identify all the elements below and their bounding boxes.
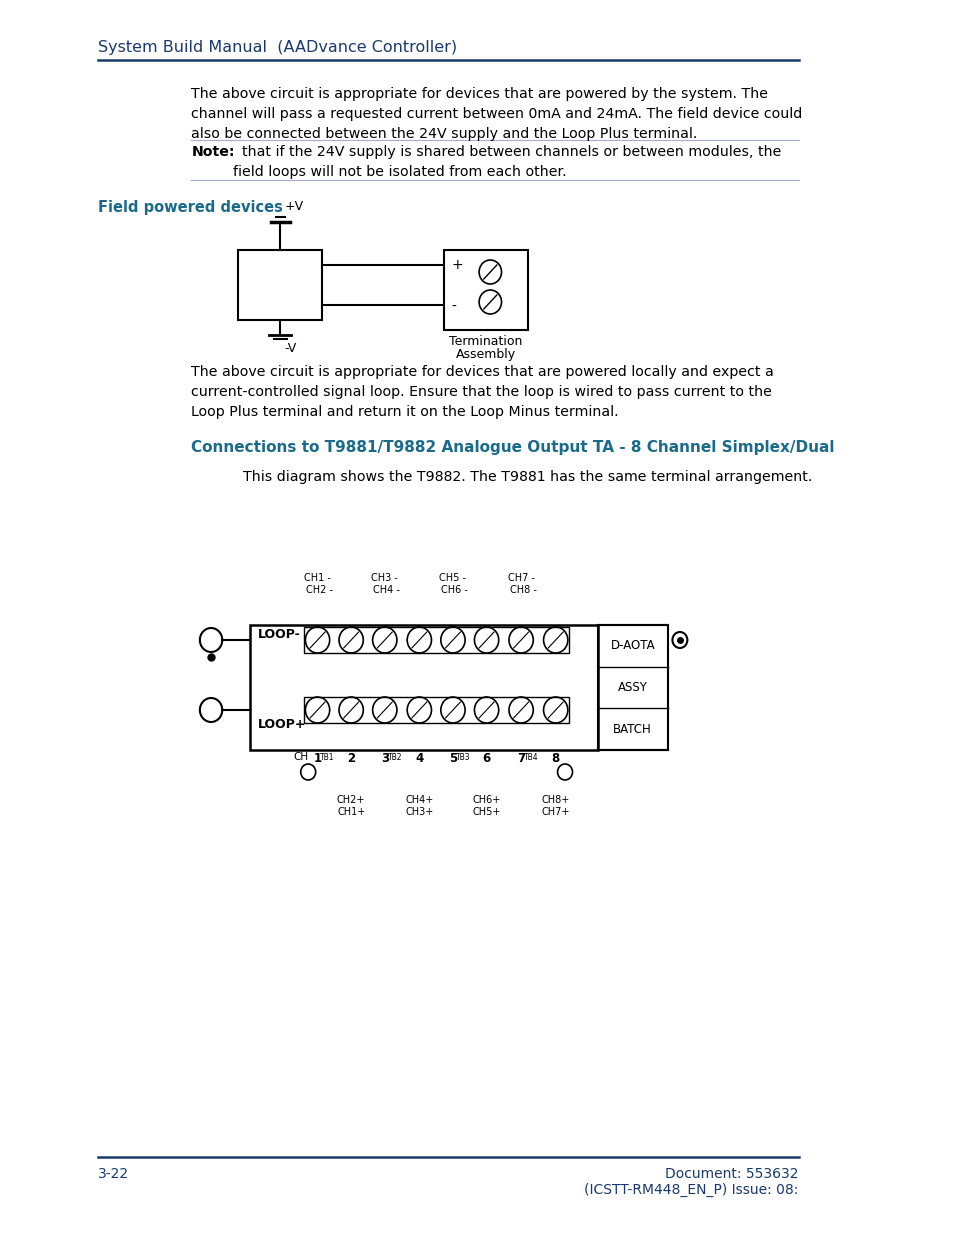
Text: 4: 4 [415,752,423,764]
Text: Document: 553632
(ICSTT-RM448_EN_P) Issue: 08:: Document: 553632 (ICSTT-RM448_EN_P) Issu… [583,1167,798,1198]
Text: This diagram shows the T9882. The T9881 has the same terminal arrangement.: This diagram shows the T9882. The T9881 … [243,471,811,484]
Text: TB4: TB4 [523,753,538,762]
Text: CH5 -: CH5 - [439,573,466,583]
Text: BATCH: BATCH [613,722,652,736]
Text: Note:: Note: [192,144,234,159]
Text: CH2 -: CH2 - [306,585,333,595]
Text: Connections to T9881/T9882 Analogue Output TA - 8 Channel Simplex/Dual: Connections to T9881/T9882 Analogue Outp… [192,440,834,454]
Text: 3-22: 3-22 [98,1167,129,1181]
Text: 1: 1 [314,752,321,764]
Text: 2: 2 [347,752,355,764]
Text: CH6+: CH6+ [472,795,500,805]
Text: Termination: Termination [449,335,522,348]
Text: that if the 24V supply is shared between channels or between modules, the
field : that if the 24V supply is shared between… [233,144,781,179]
Text: CH7+: CH7+ [541,806,569,818]
Text: D-AOTA: D-AOTA [610,640,655,652]
Bar [443,249,527,330]
Text: TB1: TB1 [320,753,335,762]
Text: CH1+: CH1+ [336,806,365,818]
Text: The above circuit is appropriate for devices that are powered by the system. The: The above circuit is appropriate for dev… [192,86,801,141]
Text: -: - [451,300,456,314]
Text: CH2+: CH2+ [336,795,365,805]
Text: System Build Manual  (AADvance Controller): System Build Manual (AADvance Controller… [98,40,456,56]
Text: +V: +V [285,200,304,212]
Text: 5: 5 [448,752,456,764]
Text: -V: -V [285,342,296,354]
Text: CH5+: CH5+ [472,806,500,818]
Text: Field powered devices: Field powered devices [98,200,283,215]
Text: The above circuit is appropriate for devices that are powered locally and expect: The above circuit is appropriate for dev… [192,366,774,419]
Text: CH3+: CH3+ [405,806,433,818]
Text: CH8 -: CH8 - [509,585,536,595]
Text: CH4 -: CH4 - [373,585,399,595]
Text: CH6 -: CH6 - [441,585,468,595]
Text: CH1 -: CH1 - [304,573,331,583]
Text: CH4+: CH4+ [405,795,433,805]
Text: LOOP+: LOOP+ [257,719,306,731]
Bar [250,625,598,750]
Bar [304,627,568,653]
Text: CH7 -: CH7 - [507,573,534,583]
Text: TB2: TB2 [387,753,401,762]
Text: ASSY: ASSY [618,680,647,694]
Text: CH8+: CH8+ [541,795,569,805]
Text: 6: 6 [482,752,490,764]
Text: CH: CH [293,752,308,762]
Text: LOOP-: LOOP- [257,629,300,641]
Bar [238,249,322,320]
Text: CH3 -: CH3 - [371,573,397,583]
Text: TB3: TB3 [456,753,470,762]
Text: +: + [451,258,462,272]
Text: 7: 7 [517,752,525,764]
Text: 8: 8 [551,752,559,764]
Text: 3: 3 [380,752,389,764]
Bar [598,625,667,750]
Text: Assembly: Assembly [456,348,516,361]
Bar [304,697,568,722]
